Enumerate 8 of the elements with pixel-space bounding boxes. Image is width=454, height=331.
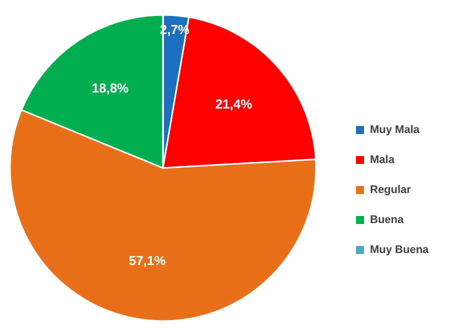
data-label: 18,8%: [92, 80, 130, 96]
legend-label: Muy Mala: [370, 124, 420, 136]
data-label: 21,4%: [215, 96, 253, 112]
legend-label: Mala: [370, 154, 396, 166]
legend-label: Muy Buena: [370, 244, 430, 256]
data-label: 57,1%: [128, 252, 166, 268]
legend-label: Regular: [370, 184, 412, 196]
legend-label: Buena: [370, 214, 404, 226]
